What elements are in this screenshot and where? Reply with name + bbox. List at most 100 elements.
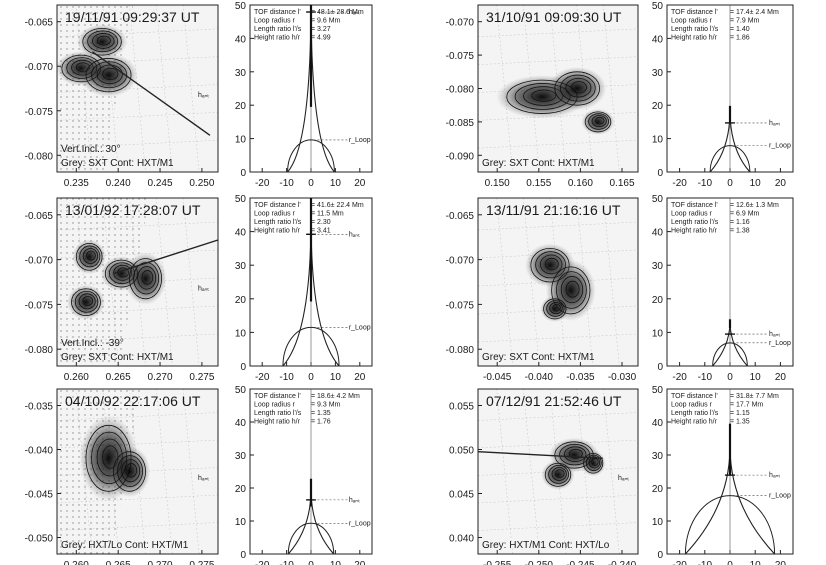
hxt-contour: [570, 81, 588, 94]
hxt-contour: [117, 455, 144, 487]
y-tick-label: -0.035: [25, 402, 54, 413]
x-tick-label: 0.260: [64, 560, 89, 565]
grid-parallel: [56, 439, 219, 449]
x-tick-label: 0: [727, 178, 733, 189]
y-tick-label: 20: [235, 484, 247, 495]
y-tick-label: -0.080: [446, 345, 475, 356]
h-ant-tag: hₐₙₜ: [769, 120, 780, 127]
timestamp-label: 07/12/91 21:52:46 UT: [486, 393, 622, 409]
tof-info-value: = 18.6± 4.2 Mm: [311, 393, 360, 400]
timestamp-label: 13/11/91 21:16:16 UT: [486, 202, 621, 218]
y-tick-label: -0.075: [446, 51, 475, 62]
y-tick-label: 40: [652, 418, 664, 429]
y-tick-label: -0.040: [25, 446, 54, 457]
hxt-contour: [583, 452, 604, 474]
grid-meridian: [182, 197, 200, 367]
y-tick-label: -0.070: [25, 256, 54, 267]
grid-parallel: [56, 412, 219, 421]
y-tick-label: 0: [240, 362, 246, 373]
tof-info-label: Loop radius r: [254, 211, 296, 218]
hxt-contour: [565, 280, 580, 298]
tof-info-label: Length ratio l'/s: [671, 26, 719, 33]
tof-info-value: = 9.6 Mm: [311, 18, 341, 25]
tof-info-label: Length ratio l'/s: [671, 219, 719, 226]
x-tick-label: 0.160: [568, 178, 593, 189]
hxt-contour: [551, 266, 591, 315]
hxt-contour: [568, 448, 583, 459]
tof-info-value: = 1.35: [311, 410, 331, 417]
grid-meridian: [523, 197, 540, 367]
tof-info-value: = 1.76: [311, 419, 331, 426]
y-tick-label: 50: [235, 1, 247, 12]
hxt-contour: [137, 266, 157, 290]
hxt-contour: [102, 67, 119, 81]
x-tick-label: 0: [308, 372, 314, 383]
hxt-contour: [559, 74, 596, 102]
grid-parallel: [56, 249, 219, 259]
y-tick-label: 50: [652, 194, 664, 205]
vert-incl-label: Vert.Incl.: 30°: [61, 144, 121, 155]
y-tick-label: -0.090: [446, 151, 475, 162]
panel-row1-left: 19/11/91 09:29:37 UT hₐₙₜ Vert.Incl.: 30° G…: [25, 1, 373, 189]
hxt-contour: [121, 459, 141, 483]
y-tick-label: 10: [235, 328, 247, 339]
x-tick-label: -20: [672, 372, 687, 383]
x-tick-label: 20: [775, 560, 787, 565]
x-tick-label: 0.245: [148, 178, 173, 189]
hxt-contour: [71, 288, 101, 317]
image-frame: [56, 388, 219, 555]
loop-arc-right: [310, 522, 335, 555]
grid-parallel: [477, 28, 639, 38]
x-tick-label: 0.270: [148, 372, 173, 383]
x-tick-label: -0.030: [608, 372, 637, 383]
tof-info-label: TOF distance l': [671, 9, 718, 16]
hxt-contour: [129, 258, 163, 300]
tof-info-value: = 2.30: [311, 219, 331, 226]
tof-info-value: = 41.6± 22.4 Mm: [311, 202, 364, 209]
x-tick-label: 20: [775, 178, 787, 189]
x-tick-label: 0: [308, 560, 314, 565]
x-tick-label: -0.040: [525, 372, 554, 383]
y-tick-label: -0.070: [446, 256, 475, 267]
y-tick-label: -0.050: [25, 534, 54, 545]
y-tick-label: 30: [652, 68, 664, 79]
x-tick-label: 0.150: [485, 178, 510, 189]
loop-arc-left: [287, 139, 312, 173]
tof-info-value: = 12.6± 1.3 Mm: [730, 202, 779, 209]
hxt-contour: [82, 295, 94, 306]
grey-cont-caption: Grey: SXT Cont: HXT/M1: [61, 352, 174, 363]
y-tick-label: 40: [652, 228, 664, 239]
x-tick-label: -20: [255, 372, 270, 383]
hxt-contour: [591, 115, 607, 128]
grey-cont-caption: Grey: SXT Cont: HXT/M1: [482, 352, 595, 363]
y-tick-label: 20: [235, 101, 247, 112]
y-tick-label: 0: [657, 168, 663, 179]
x-tick-label: 0.270: [148, 560, 173, 565]
x-tick-label: 0.250: [189, 178, 214, 189]
x-tick-label: -0.250: [525, 560, 554, 565]
tof-info-value: = 6.9 Mm: [730, 211, 760, 218]
hxt-contour: [595, 116, 605, 125]
loop-arc-left: [282, 326, 312, 367]
y-tick-label: 20: [652, 295, 664, 306]
panel-row3-left: 04/10/92 22:17:06 UT hₐₙₜ Grey: HXT/Lo Con…: [25, 385, 373, 565]
sxt-emission: [108, 445, 151, 498]
x-tick-label: 10: [750, 178, 762, 189]
tof-info-label: Loop radius r: [254, 18, 296, 25]
x-tick-label: -10: [279, 560, 294, 565]
x-tick-label: 0.240: [106, 178, 131, 189]
y-tick-label: 0.055: [449, 402, 474, 413]
x-tick-label: 0.265: [106, 560, 131, 565]
grid-parallel: [56, 305, 219, 315]
h-ant-label: hₐₙₜ: [198, 285, 209, 292]
grid-parallel: [477, 221, 639, 231]
hxt-contour: [585, 454, 602, 471]
hxt-contour: [565, 77, 592, 98]
hxt-contour: [560, 276, 584, 304]
x-tick-label: 0: [308, 178, 314, 189]
image-frame: [56, 197, 219, 367]
tof-info-value: = 1.38: [730, 228, 750, 235]
hxt-contour: [74, 290, 99, 313]
grey-cont-caption: Grey: SXT Cont: HXT/M1: [61, 158, 174, 169]
